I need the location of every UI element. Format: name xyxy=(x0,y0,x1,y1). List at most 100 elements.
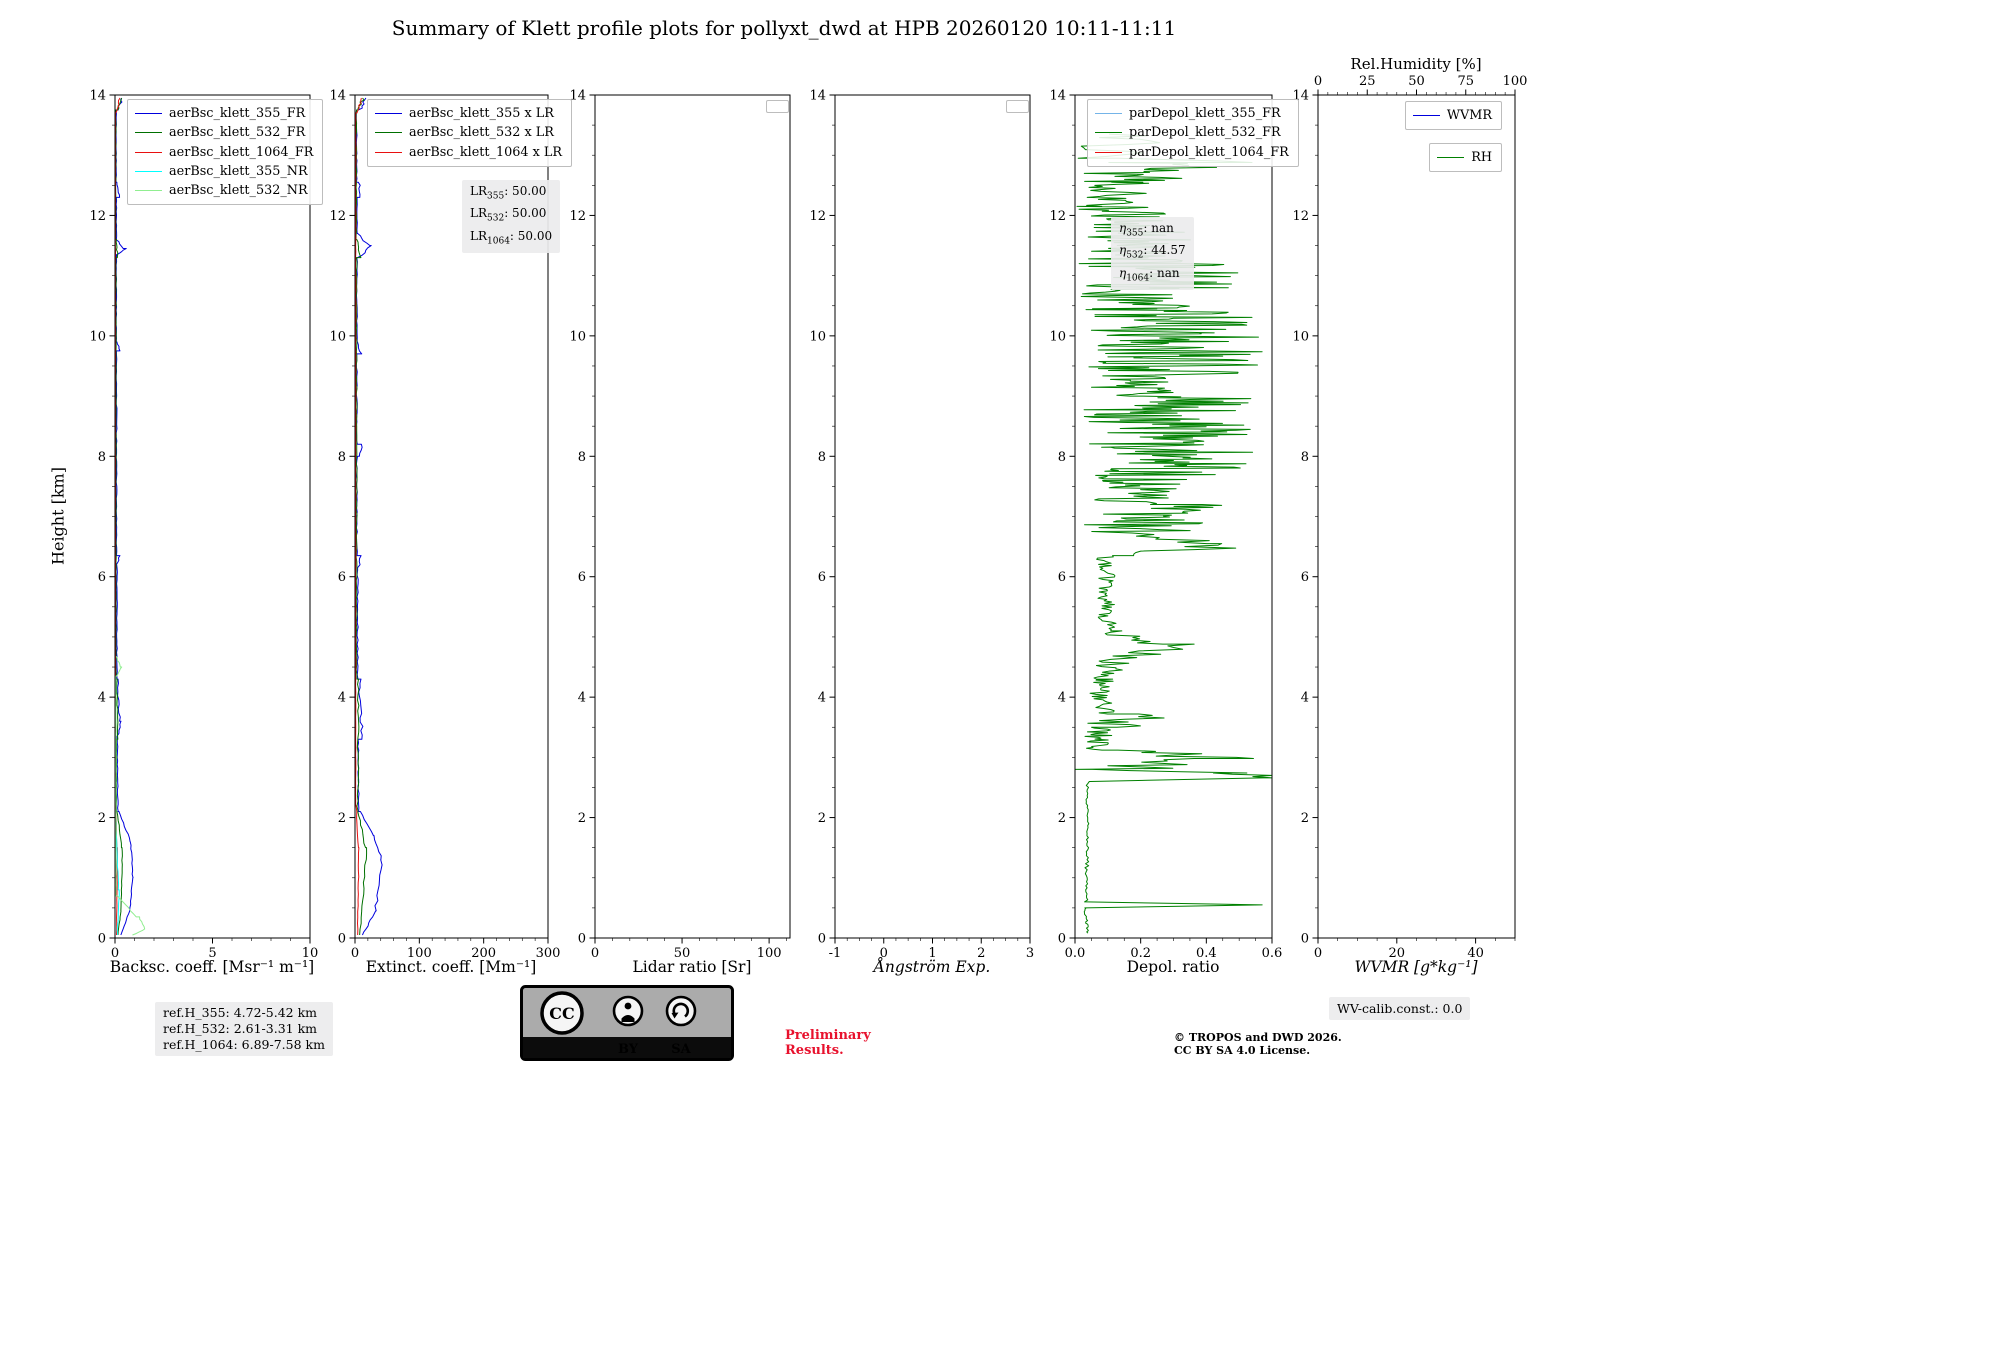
top-tick-label: 50 xyxy=(1408,74,1425,89)
y-tick-label: 2 xyxy=(578,811,586,826)
y-ticks-lidar_ratio: 0 2 4 6 8 10 12 14 xyxy=(569,89,595,947)
legend-depol_ratio: parDepol_klett_355_FR parDepol_klett_532_… xyxy=(1087,99,1299,167)
ref-height-1064: ref.H_1064: 6.89-7.58 km xyxy=(163,1037,325,1052)
y-tick-label: 10 xyxy=(329,329,346,344)
annotation-line: η1064: nan xyxy=(1119,265,1180,284)
annotation-line: LR1064: 50.00 xyxy=(470,228,553,247)
y-tick-label: 6 xyxy=(98,570,106,585)
y-tick-label: 12 xyxy=(809,209,826,224)
legend-label: aerBsc_klett_1064_FR xyxy=(169,144,314,160)
y-tick-label: 0 xyxy=(578,932,586,947)
panel-frame-angstroem xyxy=(834,94,1031,939)
legend-label: parDepol_klett_355_FR xyxy=(1129,106,1281,121)
legend-entry: aerBsc_klett_1064_FR xyxy=(135,143,313,162)
y-tick-label: 12 xyxy=(89,209,106,224)
legend-entry: aerBsc_klett_355 x LR xyxy=(375,104,562,123)
y-tick-label: 10 xyxy=(809,329,826,344)
legend-line-swatch xyxy=(1412,115,1440,117)
x-axis-label-wvmr: WVMR [g*kg⁻¹] xyxy=(1354,958,1478,976)
annotation-line: LR532: 50.00 xyxy=(470,206,547,224)
svg-text:BY: BY xyxy=(618,1042,639,1057)
annotation-line: η532: 44.57 xyxy=(1119,243,1186,261)
by-person-icon xyxy=(612,995,644,1027)
y-tick-label: 4 xyxy=(578,691,586,706)
y-tick-label: 2 xyxy=(1301,811,1309,826)
annotation-box-extinction: LR355: 50.00 LR532: 50.00 LR1064: 50.00 xyxy=(462,180,561,254)
y-tick-label: 0 xyxy=(98,932,106,947)
y-tick-label: 14 xyxy=(809,89,826,104)
y-ticks-depol_ratio: 0 2 4 6 8 10 12 14 xyxy=(1049,89,1075,947)
ref-height-532: ref.H_532: 2.61-3.31 km xyxy=(163,1021,318,1036)
legend-label: RH xyxy=(1471,150,1492,165)
panel-series-backscatter xyxy=(115,97,146,936)
y-ticks-backscatter: 0 2 4 6 8 10 12 14 xyxy=(89,89,115,947)
reference-height-box: ref.H_355: 4.72-5.42 km ref.H_532: 2.61-… xyxy=(155,1002,333,1056)
legend-line-swatch xyxy=(135,171,162,173)
y-tick-label: 10 xyxy=(569,329,586,344)
legend-entry: WVMR xyxy=(1412,106,1492,125)
y-tick-label: 4 xyxy=(1301,691,1309,706)
x-tick-label: 100 xyxy=(407,946,432,961)
x-ticks-wvmr: 0 20 40 xyxy=(1314,938,1516,961)
panel-series-extinction xyxy=(355,97,383,936)
legend-line-swatch xyxy=(1095,151,1122,153)
preliminary-results-note: Preliminary Results. xyxy=(785,1028,871,1058)
legend-label: aerBsc_klett_355_FR xyxy=(169,106,306,121)
y-tick-label: 6 xyxy=(818,570,826,585)
x-ticks-extinction: 0 100 200 300 xyxy=(351,938,560,961)
y-tick-label: 0 xyxy=(1058,932,1066,947)
top-axis-label-humidity: Rel.Humidity [%] xyxy=(1350,55,1482,73)
y-tick-label: 14 xyxy=(1049,89,1066,104)
y-tick-label: 8 xyxy=(818,450,826,465)
series-aerBsc_klett_355_xLR xyxy=(355,97,383,936)
y-tick-label: 0 xyxy=(338,932,346,947)
x-ticks-backscatter: 0 5 10 xyxy=(111,938,318,961)
y-tick-label: 12 xyxy=(1292,209,1309,224)
x-tick-label: 1 xyxy=(928,946,936,961)
y-tick-label: 4 xyxy=(1058,691,1066,706)
x-tick-label: 0.2 xyxy=(1130,946,1151,961)
x-axis-label-angstroem: Ångström Exp. xyxy=(873,958,991,976)
series-aerBsc_klett_355_FR xyxy=(115,97,134,936)
y-tick-label: 2 xyxy=(338,811,346,826)
x-tick-label: 50 xyxy=(674,946,691,961)
legend-line-swatch xyxy=(135,190,162,192)
y-tick-label: 12 xyxy=(569,209,586,224)
legend-label: parDepol_klett_532_FR xyxy=(1129,125,1281,141)
legend-label: aerBsc_klett_1064 x LR xyxy=(409,144,563,160)
y-tick-label: 4 xyxy=(818,691,826,706)
y-tick-label: 2 xyxy=(98,811,106,826)
x-tick-label: 0.0 xyxy=(1065,946,1086,961)
x-ticks-depol_ratio: 0.0 0.2 0.4 0.6 xyxy=(1065,938,1282,961)
y-ticks-angstroem: 0 2 4 6 8 10 12 14 xyxy=(809,89,835,947)
legend-line-swatch xyxy=(1437,157,1465,159)
legend-line-swatch xyxy=(375,113,402,115)
y-tick-label: 6 xyxy=(578,570,586,585)
x-tick-label: 200 xyxy=(471,946,496,961)
legend-label: aerBsc_klett_355 x LR xyxy=(409,106,554,121)
y-tick-label: 12 xyxy=(329,209,346,224)
legend-backscatter: aerBsc_klett_355_FR aerBsc_klett_532_FR ae… xyxy=(127,99,324,206)
svg-text:SA: SA xyxy=(671,1042,691,1057)
legend-entry: aerBsc_klett_355_NR xyxy=(135,162,313,181)
legend-line-swatch xyxy=(135,113,162,115)
x-ticks-angstroem: -1 0 1 2 3 xyxy=(829,938,1034,961)
x-axis-label-depol: Depol. ratio xyxy=(1126,958,1220,976)
panel-frame-wvmr xyxy=(1317,94,1516,939)
cc-logo-icon xyxy=(540,991,584,1035)
y-tick-label: 4 xyxy=(338,691,346,706)
top-ticks-wvmr: 0 25 50 75 100 xyxy=(1314,74,1528,95)
legend-line-swatch xyxy=(375,151,402,153)
cc-license-badge: CC BY SA xyxy=(520,985,734,1061)
panel-frame-backscatter xyxy=(114,94,311,939)
legend-entry: RH xyxy=(1437,148,1492,167)
top-tick-label: 75 xyxy=(1457,74,1474,89)
top-tick-label: 0 xyxy=(1314,74,1322,89)
legend-line-swatch xyxy=(375,132,402,134)
legend-angstroem xyxy=(1006,100,1029,113)
x-tick-label: 20 xyxy=(1389,946,1406,961)
x-tick-label: 0 xyxy=(880,946,888,961)
panel-frame-lidar_ratio xyxy=(594,94,791,939)
top-tick-label: 100 xyxy=(1503,74,1528,89)
